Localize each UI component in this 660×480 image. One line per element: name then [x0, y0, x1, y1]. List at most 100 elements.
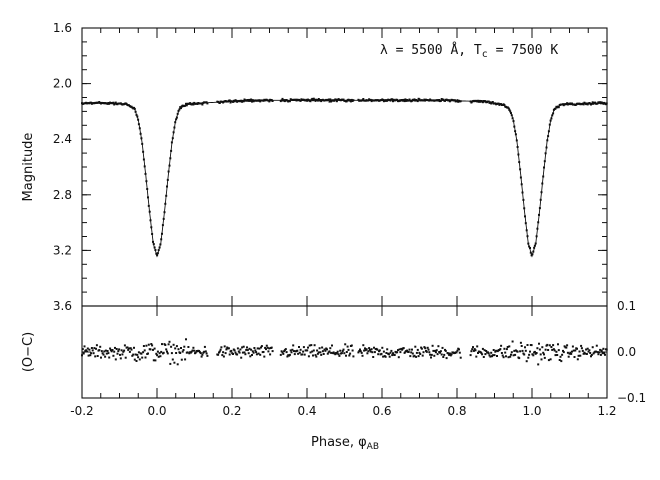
residual-point — [411, 348, 413, 351]
residual-point — [458, 348, 460, 351]
residual-point — [450, 353, 453, 356]
residual-point — [283, 350, 286, 353]
residual-point — [150, 343, 153, 345]
residual-point — [302, 350, 305, 353]
residual-point — [361, 354, 364, 357]
residual-point — [162, 351, 165, 354]
residual-point — [415, 351, 418, 354]
x-tick-label: 0.8 — [447, 404, 466, 418]
residual-point — [472, 349, 475, 352]
residual-point — [541, 346, 544, 349]
residual-point — [246, 346, 248, 349]
observed-point — [250, 98, 253, 101]
residual-point — [501, 354, 504, 357]
residual-point — [487, 352, 490, 355]
residual-point — [147, 343, 150, 346]
residual-point — [180, 358, 183, 361]
residual-point — [269, 353, 272, 356]
residual-point — [128, 347, 130, 350]
residual-point — [280, 350, 283, 353]
residual-point — [140, 352, 143, 355]
residual-point — [137, 356, 140, 359]
residual-point — [595, 344, 598, 347]
residual-point — [86, 347, 89, 350]
observed-point — [243, 98, 246, 101]
residual-point — [138, 358, 141, 361]
residual-point — [306, 349, 309, 352]
residual-point — [298, 351, 301, 354]
residual-point — [458, 351, 461, 354]
observed-point — [268, 100, 271, 103]
residual-point — [166, 352, 169, 355]
residual-point — [160, 350, 163, 353]
residual-point — [236, 347, 239, 350]
residual-point — [187, 346, 190, 348]
residual-point — [455, 351, 458, 354]
residual-point — [366, 352, 369, 355]
residual-point — [240, 356, 243, 359]
residual-point — [435, 349, 438, 352]
residual-point — [505, 355, 507, 358]
residual-point — [244, 353, 247, 356]
residual-point — [350, 344, 353, 347]
residual-point — [176, 363, 179, 366]
residual-point — [324, 349, 327, 352]
residual-point — [488, 354, 491, 357]
residual-point — [600, 349, 603, 352]
residual-point — [389, 351, 392, 354]
residual-point — [298, 346, 300, 348]
residual-point — [553, 349, 556, 352]
residual-point — [562, 349, 564, 352]
residual-point — [362, 344, 365, 347]
residual-point — [152, 348, 154, 351]
residual-point — [114, 358, 117, 361]
residual-point — [535, 352, 538, 354]
residual-point — [291, 348, 294, 351]
residual-point — [126, 346, 129, 349]
residual-point — [289, 349, 292, 352]
residual-point — [169, 362, 172, 365]
residual-point — [346, 345, 349, 348]
residual-point — [254, 349, 257, 352]
residual-point — [504, 351, 507, 354]
residual-point — [513, 349, 516, 352]
observed-point — [418, 98, 421, 101]
residual-point — [373, 351, 376, 354]
residual-point — [544, 348, 547, 351]
residual-axis-title: (O−C) — [21, 332, 36, 372]
residual-point — [237, 350, 240, 353]
residual-point — [87, 354, 90, 357]
residual-point — [302, 346, 305, 349]
residual-point — [579, 354, 582, 357]
residual-point — [477, 352, 479, 354]
observed-point — [335, 98, 338, 101]
x-axis-title-sub: AB — [367, 442, 379, 452]
residual-point — [136, 353, 139, 356]
residual-point — [107, 352, 110, 355]
residual-point — [423, 346, 426, 349]
residual-point — [480, 351, 483, 354]
residual-point — [578, 350, 581, 353]
observed-points — [81, 97, 608, 257]
residual-point — [153, 347, 156, 350]
residual-point — [145, 344, 148, 347]
observed-point — [566, 102, 569, 105]
residual-point — [369, 350, 372, 353]
residual-point — [503, 347, 506, 350]
residual-point — [567, 355, 570, 358]
residual-point — [418, 351, 421, 354]
y-tick-label: 3.6 — [53, 299, 72, 313]
x-axis-title-main: Phase, φ — [311, 435, 367, 450]
observed-point — [192, 103, 195, 106]
observed-point — [503, 104, 506, 106]
observed-point — [312, 97, 315, 100]
residual-point — [396, 351, 399, 354]
residual-point — [370, 348, 373, 351]
residual-point — [118, 348, 121, 351]
residual-point — [81, 354, 83, 357]
residual-point — [154, 359, 157, 362]
residual-point — [228, 353, 231, 356]
top-panel-frame — [81, 27, 608, 307]
residual-point — [293, 353, 296, 356]
